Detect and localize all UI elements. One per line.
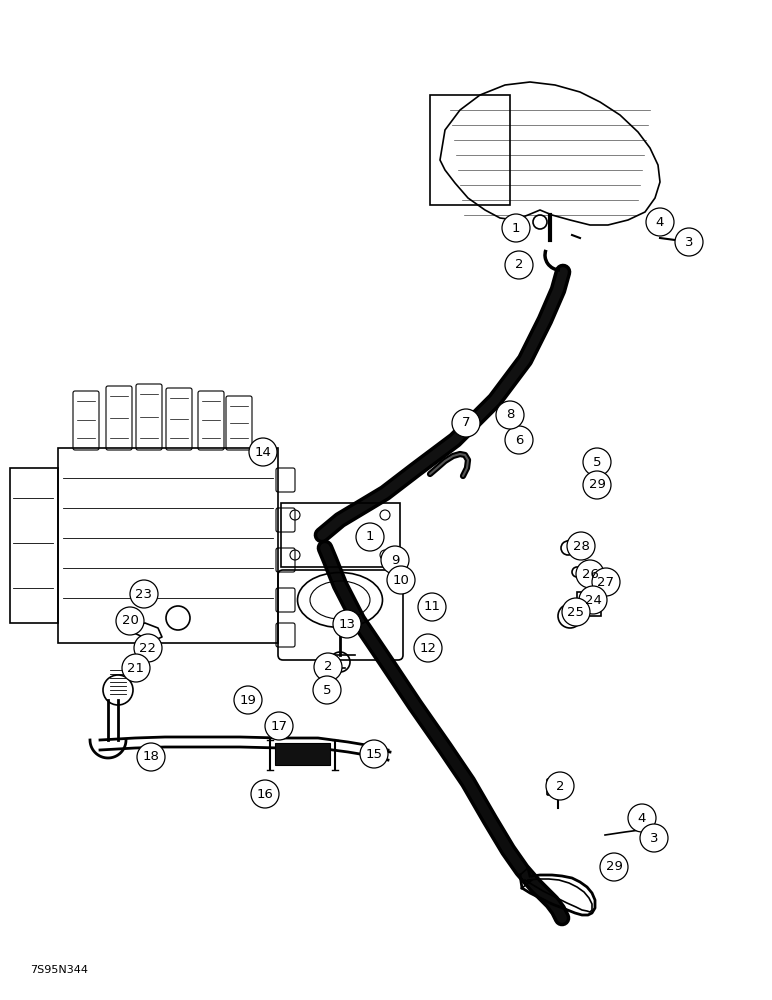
Circle shape [241, 703, 249, 711]
Text: 17: 17 [270, 720, 287, 732]
Text: 13: 13 [338, 617, 355, 631]
Text: 5: 5 [323, 684, 331, 696]
Circle shape [360, 740, 388, 768]
Text: 3: 3 [650, 832, 659, 844]
Circle shape [314, 653, 342, 681]
Text: 4: 4 [638, 812, 646, 824]
Circle shape [122, 654, 150, 682]
Circle shape [502, 214, 530, 242]
Circle shape [414, 634, 442, 662]
Circle shape [505, 426, 533, 454]
Text: 9: 9 [391, 554, 399, 566]
Text: 2: 2 [515, 258, 523, 271]
Circle shape [600, 853, 628, 881]
Circle shape [628, 804, 656, 832]
Text: 14: 14 [255, 446, 272, 458]
Text: 23: 23 [136, 587, 153, 600]
Circle shape [452, 409, 480, 437]
Circle shape [333, 610, 361, 638]
Text: 15: 15 [365, 748, 382, 760]
Text: 22: 22 [140, 642, 157, 654]
Circle shape [265, 712, 293, 740]
Text: 25: 25 [567, 605, 584, 618]
Circle shape [356, 523, 384, 551]
Text: 26: 26 [581, 568, 598, 580]
Circle shape [646, 208, 674, 236]
Text: 7S95N344: 7S95N344 [30, 965, 88, 975]
Text: 16: 16 [256, 788, 273, 800]
Circle shape [640, 824, 668, 852]
Circle shape [418, 593, 446, 621]
Text: 24: 24 [584, 593, 601, 606]
Circle shape [234, 686, 262, 714]
Circle shape [249, 438, 277, 466]
Text: 1: 1 [366, 530, 374, 544]
Circle shape [130, 580, 158, 608]
Text: 18: 18 [143, 750, 160, 764]
Text: 5: 5 [593, 456, 601, 468]
Text: 1: 1 [512, 222, 520, 234]
Circle shape [116, 607, 144, 635]
Text: 28: 28 [573, 540, 590, 552]
Circle shape [562, 598, 590, 626]
Circle shape [137, 743, 165, 771]
Circle shape [251, 780, 279, 808]
Circle shape [576, 560, 604, 588]
Text: 12: 12 [419, 642, 436, 654]
Circle shape [505, 251, 533, 279]
Text: 29: 29 [605, 860, 622, 874]
Text: 4: 4 [655, 216, 664, 229]
Circle shape [496, 401, 524, 429]
Circle shape [567, 532, 595, 560]
Text: 19: 19 [239, 694, 256, 706]
FancyBboxPatch shape [275, 743, 330, 765]
Text: 3: 3 [685, 235, 693, 248]
Circle shape [583, 448, 611, 476]
Text: 21: 21 [127, 662, 144, 674]
Circle shape [583, 471, 611, 499]
Text: 11: 11 [424, 600, 441, 613]
Text: 6: 6 [515, 434, 523, 446]
Text: 2: 2 [323, 660, 332, 674]
Text: 8: 8 [506, 408, 514, 422]
Circle shape [579, 586, 607, 614]
Circle shape [546, 772, 574, 800]
Circle shape [134, 634, 162, 662]
Text: 29: 29 [588, 479, 605, 491]
Circle shape [313, 676, 341, 704]
Text: 27: 27 [598, 576, 615, 588]
Circle shape [381, 546, 409, 574]
Text: 20: 20 [121, 614, 138, 628]
Text: 2: 2 [556, 780, 564, 792]
Circle shape [592, 568, 620, 596]
Circle shape [675, 228, 703, 256]
Circle shape [387, 566, 415, 594]
Text: 7: 7 [462, 416, 470, 430]
Text: 10: 10 [393, 574, 409, 586]
